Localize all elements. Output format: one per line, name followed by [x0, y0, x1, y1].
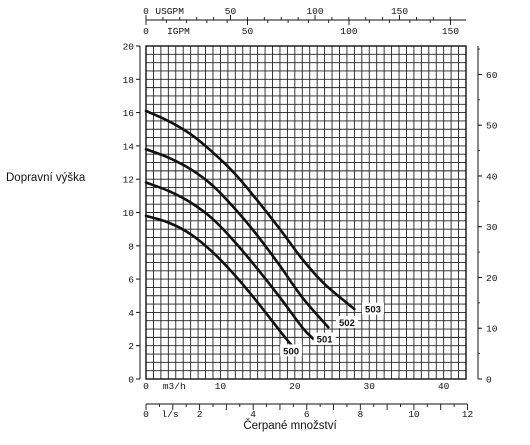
plot-frame [145, 45, 467, 380]
x-axis-label: Čerpané množství [243, 420, 337, 432]
y-tick-label-ft: 60 [486, 70, 498, 81]
y-tick-label-m: 10 [123, 208, 135, 219]
series-label-bg-500 [280, 344, 303, 357]
pump-curve-502 [144, 147, 330, 329]
y-tick-label-ft: 30 [486, 222, 498, 233]
y-axis-label: Dopravní výška [6, 172, 86, 184]
x-tick-label-m3h: 30 [364, 381, 376, 392]
series-label-bg-501 [313, 332, 336, 345]
axes [136, 15, 482, 410]
y-tick-label-ft: 0 [486, 375, 492, 386]
x-tick-label-usgpm: 150 [391, 6, 408, 17]
x-unit-igpm: IGPM [167, 26, 190, 37]
x-tick-label-igpm: 50 [242, 26, 254, 37]
series-label-503: 503 [365, 305, 381, 316]
x-tick-label-m3h: 10 [215, 381, 227, 392]
x-tick-label-m3h: 40 [438, 381, 450, 392]
x-tick-label-ls: 8 [357, 409, 363, 420]
series-label-501: 501 [317, 335, 334, 346]
x-tick-label-igpm: 100 [340, 26, 357, 37]
series-label-bg-503 [361, 302, 384, 315]
pump-curve-503 [144, 109, 356, 311]
x-tick-label-igpm: 0 [143, 26, 149, 37]
y-tick-label-ft: 20 [486, 273, 498, 284]
pump-curve-500 [144, 214, 297, 351]
series-label-bg-502 [335, 316, 358, 329]
x-tick-label-usgpm: 50 [225, 6, 237, 17]
y-tick-label-m: 2 [128, 341, 134, 352]
y-tick-label-ft: 50 [486, 121, 498, 132]
x-tick-label-usgpm: 100 [306, 6, 323, 17]
grid-lines [145, 45, 467, 380]
y-tick-label-m: 8 [128, 241, 134, 252]
x-tick-label-m3h: 20 [289, 381, 301, 392]
series-label-502: 502 [339, 318, 355, 329]
x-tick-label-m3h: 0 [143, 381, 149, 392]
x-tick-label-ls: 0 [143, 409, 149, 420]
y-tick-label-m: 18 [123, 75, 135, 86]
x-tick-label-ls: 10 [408, 409, 420, 420]
y-tick-label-m: 12 [123, 175, 135, 186]
x-unit-m3h: m3/h [163, 381, 186, 392]
pump-curves: 500 501 502 503 [144, 109, 384, 357]
x-tick-label-usgpm: 0 [143, 6, 149, 17]
x-tick-label-ls: 12 [462, 409, 474, 420]
pump-curve-501 [144, 181, 315, 341]
x-unit-ls: l/s [162, 409, 179, 420]
y-tick-label-ft: 40 [486, 171, 498, 182]
y-tick-label-m: 4 [128, 308, 134, 319]
y-tick-label-m: 6 [128, 275, 134, 286]
x-tick-label-igpm: 150 [442, 26, 459, 37]
x-tick-label-ls: 4 [250, 409, 256, 420]
x-tick-label-ls: 2 [197, 409, 203, 420]
y-tick-label-m: 20 [123, 42, 135, 53]
y-tick-label-m: 16 [123, 108, 135, 119]
x-tick-label-ls: 6 [304, 409, 310, 420]
series-label-500: 500 [283, 346, 299, 357]
y-tick-label-ft: 10 [486, 324, 498, 335]
y-tick-label-m: 14 [123, 141, 135, 152]
x-unit-usgpm: USGPM [155, 6, 184, 17]
y-tick-label-m: 0 [128, 375, 134, 386]
